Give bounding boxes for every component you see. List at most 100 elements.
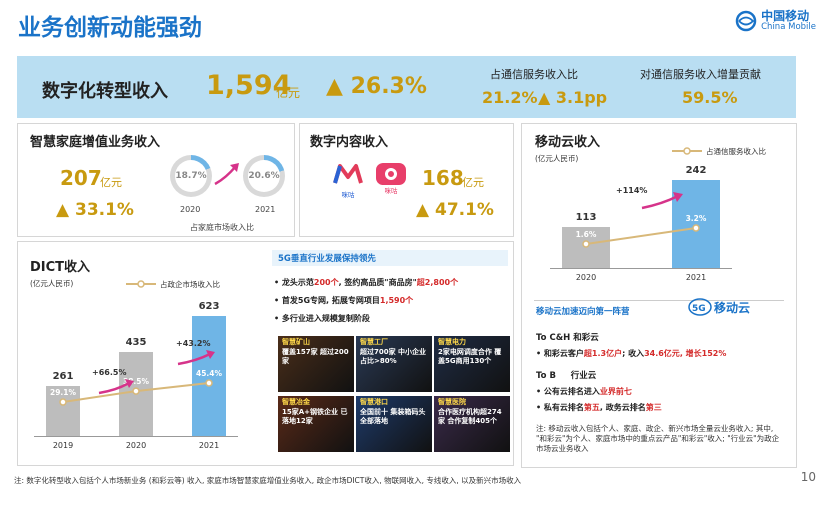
year-label-2020: 2020 (180, 205, 201, 214)
legend-line-icon (672, 147, 702, 155)
share-percent-label: 38.5% (122, 377, 150, 387)
industry-tile: 智慧冶金 15家A+钢铁企业 已落地12家 (278, 396, 354, 452)
app-label-1: 咪咕 (341, 191, 355, 199)
page-number: 10 (800, 470, 816, 484)
industry-tile-name: 智慧医院 (438, 398, 466, 406)
ch-bullet-a: 和彩云客户 (543, 349, 584, 358)
industry-tile-text: 覆盖157家 超过200家 (282, 348, 349, 365)
ch-bullet-c: ; 收入 (622, 349, 645, 358)
cloud-section-title: 移动云加速迈向第一阵营 (536, 307, 630, 317)
dict-growth-arrow-2-icon (177, 350, 215, 366)
dict-legend: 占政企市场收入比 (160, 280, 220, 289)
share-percent-label: 3.2% (685, 214, 707, 223)
share-line-point (692, 224, 700, 232)
ring-2021-value: 20.6% (248, 160, 280, 192)
industry-tile-text: 合作医疗机构超274家 合作复制405个 (438, 408, 502, 425)
industry-tiles-grid: 智慧矿山 覆盖157家 超过200家 智慧工厂 超过700家 中小企业占比>80% 智慧… (278, 336, 510, 456)
logo-text-en: China Mobile (761, 21, 816, 32)
bar-value-label: 261 (52, 370, 74, 382)
industry-tile-text: 15家A+钢铁企业 已落地12家 (282, 408, 348, 425)
vertical-title: 5G垂直行业发展保持领先 (272, 250, 508, 266)
x-axis-label: 2020 (575, 273, 597, 282)
industry-tile: 智慧工厂超过700家 中小企业占比>80% (356, 336, 432, 392)
chart-bar (46, 385, 80, 436)
logo-text-cn: 中国移动 (761, 9, 810, 24)
mobile-cloud-note: 注: 移动云收入包括个人、家庭、政企、新兴市场全量云业务收入; 其中, "和彩云… (536, 424, 780, 453)
contribution-label: 对通信服务收入增量贡献 (640, 68, 761, 81)
v-b2-b: 1,590个 (379, 296, 414, 305)
smart-home-growth: ▲ 33.1% (56, 200, 134, 220)
industry-tile-text: 2家电网调度合作 覆盖5G商用130个 (438, 348, 502, 365)
bar-value-label: 242 (685, 164, 707, 176)
industry-tile-name: 智慧矿山 (282, 338, 310, 346)
dict-growth-label-2: +43.2% (176, 339, 211, 348)
share-line (582, 224, 700, 248)
share-change: ▲ 3.1pp (538, 88, 608, 107)
cloud-brand-text: 移动云 (714, 300, 751, 315)
x-axis-label: 2020 (125, 441, 147, 450)
year-label-2021: 2021 (255, 205, 276, 214)
digital-revenue-label: 数字化转型收入 (42, 81, 168, 102)
migu-music-icon: 咪咕 (374, 163, 408, 203)
industry-tile-name: 智慧电力 (438, 338, 466, 346)
dict-legend-line-icon (126, 280, 156, 288)
digital-content-growth: ▲ 47.1% (416, 200, 494, 220)
dict-growth-label-1: +66.5% (92, 368, 127, 377)
to-b-bullet-1: 公有云排名进入业界前七 (536, 385, 632, 399)
growth-arrow-icon (214, 163, 239, 186)
share-line-point (59, 398, 67, 406)
industry-tile-text: 超过700家 中小企业占比>80% (360, 348, 427, 365)
industry-tile: 智慧矿山覆盖157家 超过200家 (278, 336, 354, 392)
smart-home-value: 207 (60, 166, 102, 190)
share-percent-label: 1.6% (575, 230, 597, 239)
app-label-2: 咪咕 (384, 187, 398, 195)
dict-unit: (亿元人民币) (30, 279, 74, 288)
share-percent-label: 29.1% (49, 388, 77, 398)
vertical-bullet-3: 多行业进入规模复制阶段 (274, 312, 370, 326)
china-mobile-logo-icon (735, 10, 757, 32)
share-line-point (582, 240, 590, 248)
digital-content-unit: 亿元 (462, 176, 484, 189)
ch-bullet-b: 超1.3亿户 (583, 349, 623, 358)
share-line (59, 379, 213, 406)
industry-tile: 智慧港口 全国前十 集装箱码头全部落地 (356, 396, 432, 452)
b1-a: 公有云排名进入 (543, 387, 600, 396)
mobile-cloud-legend: 占通信服务收入比 (706, 147, 766, 156)
ch-bullet-e: , 增长152% (679, 349, 727, 358)
chart-bar (192, 316, 226, 436)
vertical-bullet-2: 首发5G专网, 拓展专网项目1,590个 (274, 294, 413, 308)
x-axis-label: 2021 (685, 273, 707, 282)
ch-bullet-d: 34.6亿元 (644, 349, 680, 358)
share-ring-2021: 20.6% (243, 155, 285, 197)
industry-tile-name: 智慧冶金 (282, 398, 310, 406)
v-b1-d: 超2,800个 (416, 278, 459, 287)
v-b1-a: 龙头示范 (281, 278, 314, 287)
industry-tile: 智慧医院合作医疗机构超274家 合作复制405个 (434, 396, 510, 452)
v-b1-b: 200个 (313, 278, 339, 287)
industry-tile-name: 智慧工厂 (360, 338, 388, 346)
share-percent-label: 45.4% (195, 369, 223, 379)
b2-d: 第三 (645, 403, 662, 412)
china-mobile-logo: 中国移动 China Mobile (735, 10, 816, 32)
5g-cloud-icon: 5G (688, 298, 712, 316)
smart-home-title: 智慧家庭增值业务收入 (30, 135, 161, 150)
bar-value-label: 113 (575, 211, 597, 223)
vertical-bullet-1: 龙头示范200个, 签约高品质"商品房"超2,800个 (274, 276, 458, 290)
digital-revenue-unit: 亿元 (276, 86, 301, 100)
dict-growth-arrow-1-icon (98, 379, 134, 395)
share-value: 21.2% (482, 88, 538, 107)
b2-a: 私有云排名 (543, 403, 584, 412)
cloud-growth-arrow-icon (641, 192, 683, 210)
dict-title: DICT收入 (30, 260, 91, 275)
ring-2020-value: 18.7% (175, 160, 207, 192)
digital-content-title: 数字内容收入 (310, 135, 389, 150)
x-axis-label: 2021 (198, 441, 220, 450)
to-b-title: To B 行业云 (536, 371, 597, 381)
migu-video-icon: 咪咕 (332, 163, 364, 199)
svg-text:5G: 5G (692, 304, 706, 314)
cloud-divider (534, 300, 784, 301)
mobile-cloud-growth-label: +114% (616, 186, 648, 195)
to-ch-bullet: 和彩云客户超1.3亿户; 收入34.6亿元, 增长152% (536, 347, 726, 361)
digital-revenue-growth: ▲ 26.3% (326, 74, 427, 99)
to-b-bullet-2: 私有云排名第五, 政务云排名第三 (536, 401, 662, 415)
